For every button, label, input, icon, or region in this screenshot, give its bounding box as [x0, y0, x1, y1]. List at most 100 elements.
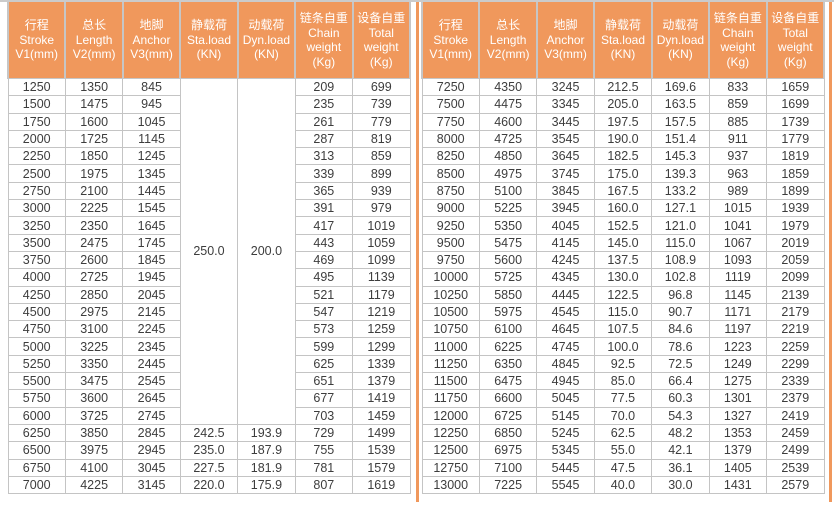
table-cell-length: 3225 — [64, 337, 124, 356]
table-cell-anchor: 3945 — [536, 199, 595, 218]
table-cell-anchor: 2745 — [122, 406, 181, 425]
table-cell-stroke: 4000 — [7, 268, 66, 287]
table-cell-stroke: 12250 — [421, 423, 480, 443]
table-cell-chain-weight: 963 — [708, 164, 768, 183]
table-cell-stroke: 5750 — [7, 389, 66, 408]
table-cell-stroke: 12500 — [421, 441, 480, 460]
table-cell-total-weight: 1419 — [352, 389, 411, 408]
table-cell-length: 1725 — [64, 129, 124, 149]
table-cell-stroke: 7250 — [421, 77, 480, 97]
table-cell-stroke: 9750 — [421, 250, 480, 270]
table-cell-anchor: 3345 — [536, 95, 595, 114]
table-cell-dynamic-load: 72.5 — [651, 354, 710, 374]
table-cell-chain-weight: 703 — [294, 406, 354, 425]
table-cell-stroke: 8250 — [421, 147, 480, 166]
column-header-length: 总长 Length V2(mm) — [478, 2, 538, 79]
table-row: 6500 3975 2945 235.0 187.9 755 1539 — [7, 441, 411, 460]
table-cell-stroke: 9000 — [421, 199, 480, 218]
table-cell-total-weight: 1859 — [766, 164, 825, 183]
table-cell-anchor: 2345 — [122, 337, 181, 356]
table-cell-stroke: 4500 — [7, 302, 66, 322]
column-header-anchor: 地脚 Anchor V3(mm) — [121, 2, 182, 79]
table-cell-length: 5475 — [478, 233, 538, 252]
table-cell-length: 4850 — [478, 147, 538, 166]
table-cell-total-weight: 2459 — [766, 423, 825, 443]
table-row: 11000 6225 4745 100.0 78.6 1223 2259 — [421, 337, 825, 356]
table-row: 12000 6725 5145 70.0 54.3 1327 2419 — [421, 406, 825, 425]
table-cell-stroke: 10500 — [421, 302, 480, 322]
table-cell-total-weight: 2139 — [766, 285, 825, 304]
table-cell-stroke: 6750 — [7, 458, 66, 477]
table-cell-anchor: 845 — [122, 77, 181, 97]
table-cell-length: 3350 — [64, 354, 124, 374]
table-cell-length: 6350 — [478, 354, 538, 374]
table-cell-total-weight: 859 — [352, 147, 411, 166]
table-cell-total-weight: 779 — [352, 112, 411, 131]
table-cell-dynamic-load: 115.0 — [651, 233, 710, 252]
table-cell-chain-weight: 313 — [294, 147, 354, 166]
table-row: 3750 2600 1845 469 1099 — [7, 250, 411, 270]
table-cell-chain-weight: 833 — [708, 77, 768, 97]
table-cell-chain-weight: 1301 — [708, 389, 768, 408]
table-cell-length: 2475 — [64, 233, 124, 252]
table-cell-total-weight: 1699 — [766, 95, 825, 114]
table-row: 11250 6350 4845 92.5 72.5 1249 2299 — [421, 354, 825, 374]
table-cell-stroke: 6250 — [7, 423, 66, 443]
table-cell-length: 6850 — [478, 423, 538, 443]
table-cell-chain-weight: 287 — [294, 129, 354, 149]
table-row: 10750 6100 4645 107.5 84.6 1197 2219 — [421, 320, 825, 339]
table-cell-total-weight: 1299 — [352, 337, 411, 356]
table-cell-dynamic-load: 169.6 — [651, 77, 710, 97]
table-cell-total-weight: 1179 — [352, 285, 411, 304]
table-cell-stroke: 10000 — [421, 268, 480, 287]
table-cell-static-load: 107.5 — [593, 320, 653, 339]
table-row: 7750 4600 3445 197.5 157.5 885 1739 — [421, 112, 825, 131]
column-header-stroke: 行程 Stroke V1(mm) — [6, 2, 67, 79]
table-cell-static-load: 70.0 — [593, 406, 653, 425]
table-cell-stroke: 7750 — [421, 112, 480, 131]
table-cell-dynamic-load: 181.9 — [237, 458, 296, 477]
table-cell-chain-weight: 1379 — [708, 441, 768, 460]
table-cell-total-weight: 1979 — [766, 216, 825, 235]
table-cell-stroke: 5500 — [7, 372, 66, 391]
table-row: 13000 7225 5545 40.0 30.0 1431 2579 — [421, 475, 825, 495]
table-cell-anchor: 2645 — [122, 389, 181, 408]
table-cell-length: 5850 — [478, 285, 538, 304]
table-cell-length: 5600 — [478, 250, 538, 270]
table-left-body: 1250 1350 845 250.0 200.0 209 699 1500 1475 945 23… — [7, 77, 411, 495]
table-row: 5000 3225 2345 599 1299 — [7, 337, 411, 356]
column-header-chain-weight: 链条自重 Chain weight (Kg) — [708, 2, 768, 79]
column-header-stroke: 行程 Stroke V1(mm) — [420, 2, 481, 79]
header-row: 行程 Stroke V1(mm) 总长 Length V2(mm) 地脚 Ancho… — [420, 2, 826, 79]
table-cell-total-weight: 1499 — [352, 423, 411, 443]
header-row: 行程 Stroke V1(mm) 总长 Length V2(mm) 地脚 Ancho… — [6, 2, 412, 79]
table-cell-chain-weight: 1041 — [708, 216, 768, 235]
table-cell-anchor: 2245 — [122, 320, 181, 339]
column-header-dynamic-load: 动载荷 Dyn.load (KN) — [650, 2, 711, 79]
table-cell-anchor: 4645 — [536, 320, 595, 339]
table-cell-total-weight: 979 — [352, 199, 411, 218]
table-cell-total-weight: 2059 — [766, 250, 825, 270]
table-cell-dynamic-load: 121.0 — [651, 216, 710, 235]
table-cell-static-load: 220.0 — [179, 475, 239, 495]
table-cell-total-weight: 2339 — [766, 372, 825, 391]
table-cell-dynamic-load: 175.9 — [237, 475, 296, 495]
table-row: 10000 5725 4345 130.0 102.8 1119 2099 — [421, 268, 825, 287]
table-row: 12750 7100 5445 47.5 36.1 1405 2539 — [421, 458, 825, 477]
table-cell-static-load: 205.0 — [593, 95, 653, 114]
table-cell-static-load: 122.5 — [593, 285, 653, 304]
table-cell-static-load: 85.0 — [593, 372, 653, 391]
table-cell-dynamic-load: 36.1 — [651, 458, 710, 477]
table-cell-chain-weight: 235 — [294, 95, 354, 114]
table-cell-dynamic-load: 145.3 — [651, 147, 710, 166]
table-cell-anchor: 2145 — [122, 302, 181, 322]
table-cell-total-weight: 2379 — [766, 389, 825, 408]
table-cell-total-weight: 1139 — [352, 268, 411, 287]
table-cell-chain-weight: 807 — [294, 475, 354, 495]
table-cell-total-weight: 2419 — [766, 406, 825, 425]
table-cell-dynamic-load: 163.5 — [651, 95, 710, 114]
table-row: 8500 4975 3745 175.0 139.3 963 1859 — [421, 164, 825, 183]
table-cell-static-load: 227.5 — [179, 458, 239, 477]
column-header-length: 总长 Length V2(mm) — [64, 2, 124, 79]
table-cell-anchor: 1345 — [122, 164, 181, 183]
